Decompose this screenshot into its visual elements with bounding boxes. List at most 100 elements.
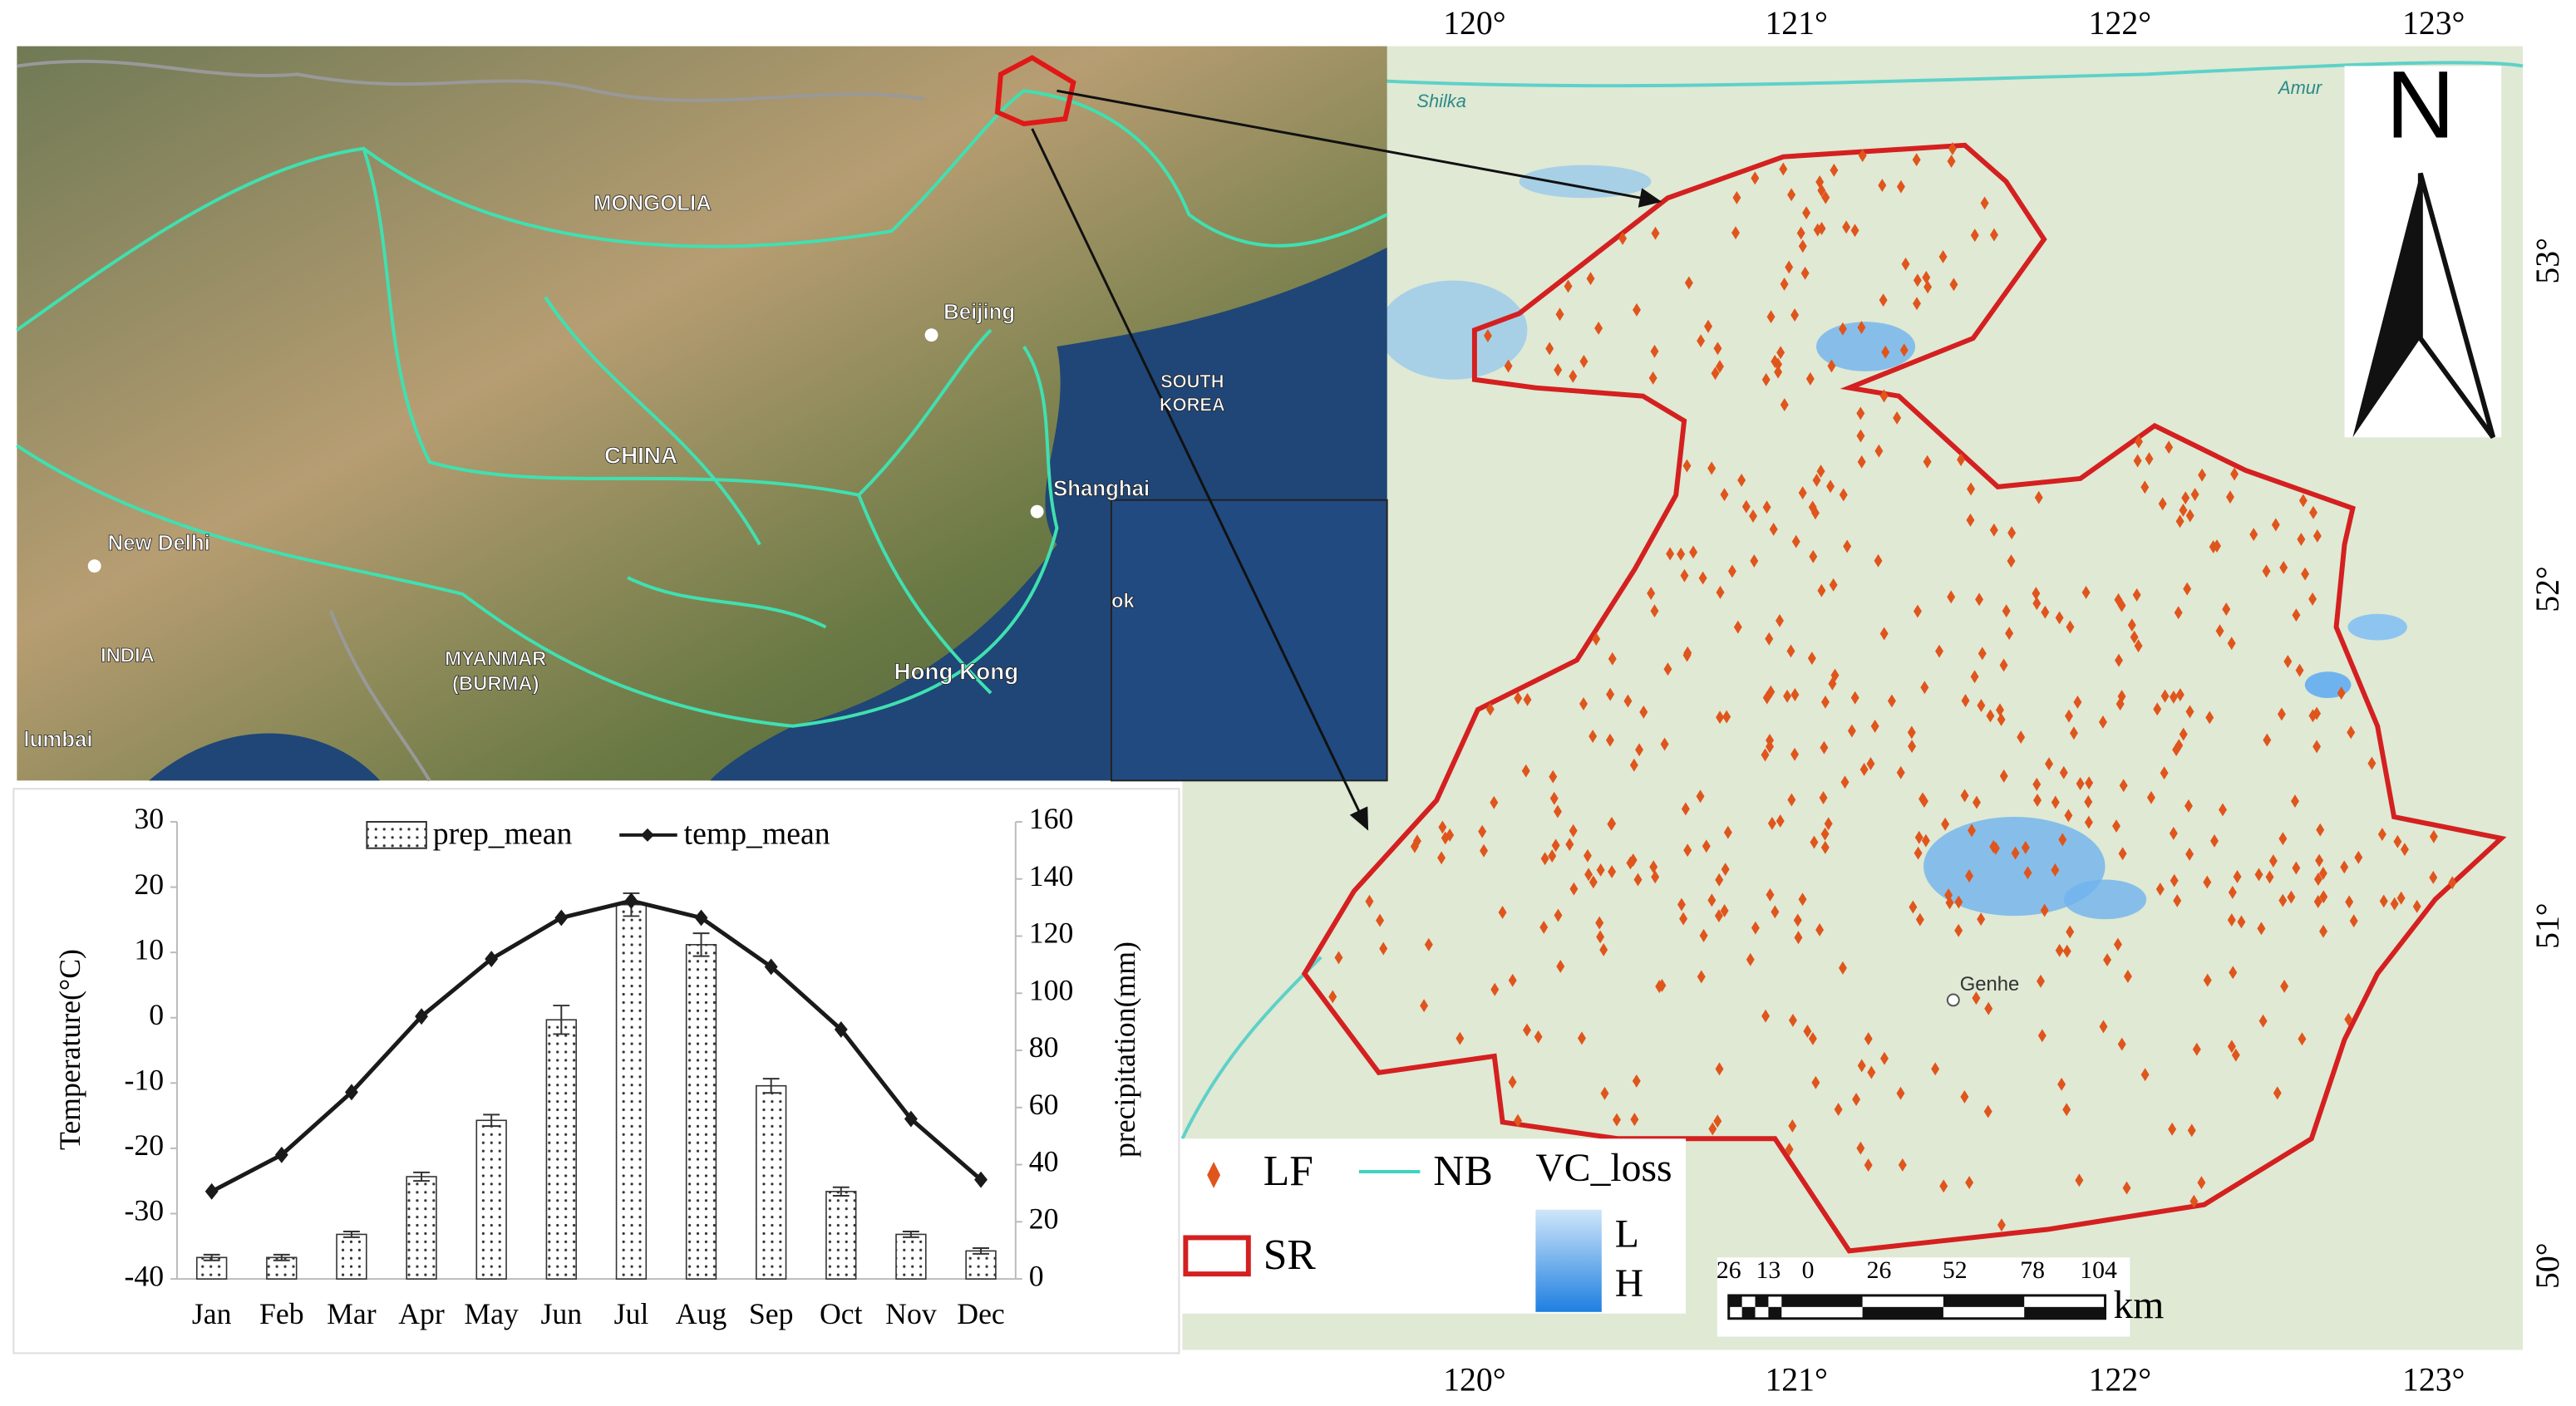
lf-point <box>1498 905 1507 919</box>
lf-point <box>1798 239 1807 253</box>
lf-point <box>1618 232 1628 245</box>
lf-point <box>2316 823 2325 837</box>
y-tick-label: -10 <box>124 1064 164 1097</box>
lf-point <box>1682 459 1692 473</box>
y-tick-label: -30 <box>124 1194 164 1227</box>
lon-label: 122° <box>2089 1361 2151 1398</box>
lf-point <box>1838 322 1847 336</box>
lf-point <box>1972 991 1981 1005</box>
lf-point <box>1780 277 1789 291</box>
lf-point <box>2085 776 2094 790</box>
error-bar <box>762 1078 780 1094</box>
lf-point <box>2158 497 2167 511</box>
lf-point <box>1732 190 1741 204</box>
lf-point <box>1901 257 1910 271</box>
lon-label: 121° <box>1765 5 1827 42</box>
lf-point <box>2400 843 2409 857</box>
lf-point <box>1608 865 1617 878</box>
y2-tick-label: 100 <box>1029 973 1074 1006</box>
lf-point <box>1583 848 1592 863</box>
lf-point <box>1766 310 1776 324</box>
x-tick-label: Jun <box>540 1297 582 1330</box>
bar <box>336 1233 367 1280</box>
lf-point <box>1970 229 1979 243</box>
lf-point <box>1785 260 1794 274</box>
lf-point <box>1713 1114 1722 1128</box>
lf-point <box>2262 564 2271 578</box>
lf-point <box>1438 820 1447 834</box>
lf-point <box>1379 941 1388 956</box>
lf-point <box>1938 250 1948 263</box>
lf-point <box>1896 1086 1905 1100</box>
lf-point <box>2032 587 2041 601</box>
place-label: New Delhi <box>107 532 209 555</box>
lf-point <box>1856 406 1865 420</box>
lf-point <box>1838 961 1847 975</box>
lf-point <box>1483 329 1492 342</box>
lf-point <box>2153 702 2162 716</box>
bar <box>475 1119 507 1280</box>
point <box>624 892 638 910</box>
lf-point <box>2140 1068 2150 1082</box>
lf-point <box>2308 592 2317 606</box>
lf-point <box>2032 597 2042 611</box>
lf-point <box>1632 1074 1641 1088</box>
lf-point <box>1555 307 1564 322</box>
ocean <box>149 733 381 781</box>
point <box>204 1182 219 1200</box>
town-label: Genhe <box>1960 973 2020 996</box>
lf-point <box>1490 795 1499 809</box>
place-label: CHINA <box>604 442 677 468</box>
place-label: SOUTH <box>1160 371 1224 391</box>
lf-point <box>2347 725 2356 740</box>
lf-point <box>1697 334 1706 348</box>
lf-point <box>1731 226 1740 240</box>
lf-point <box>1715 1062 1724 1076</box>
lf-point <box>2292 608 2301 622</box>
lf-point <box>1887 694 1896 708</box>
lf-point <box>2318 867 2327 880</box>
lf-point <box>2064 809 2073 823</box>
place-label: MYANMAR <box>445 648 546 671</box>
lf-point <box>1913 273 1922 288</box>
lf-point <box>2257 922 2266 936</box>
scale-label: 26 <box>1867 1256 1892 1284</box>
lf-point <box>1596 930 1605 944</box>
lf-point <box>2187 1123 2196 1138</box>
legend-label: NB <box>1433 1148 1493 1195</box>
x-tick-label: Dec <box>957 1297 1005 1330</box>
lf-point <box>1874 553 1883 568</box>
bar <box>615 903 648 1280</box>
lf-point <box>1666 547 1675 561</box>
lf-point <box>1989 839 1998 853</box>
lf-point <box>2169 690 2178 704</box>
arrow <box>1057 89 1662 208</box>
lf-point <box>1805 371 1815 386</box>
lf-point <box>2225 490 2234 504</box>
y2-tick-label: 120 <box>1029 917 1074 950</box>
lf-point <box>1549 791 1559 805</box>
lon-label: 123° <box>2402 1361 2465 1398</box>
lf-point <box>1683 843 1692 858</box>
place-label: Shanghai <box>1053 478 1150 501</box>
lf-point <box>2190 488 2199 501</box>
lat-label: 51° <box>2529 902 2566 949</box>
lf-point <box>1856 429 1865 443</box>
lf-point <box>1947 155 1956 168</box>
x-tick-label: Apr <box>398 1297 445 1330</box>
lf-point <box>1880 1051 1889 1065</box>
lf-point <box>1648 371 1657 385</box>
lf-point <box>1935 644 1943 658</box>
lf-point <box>1807 651 1816 666</box>
lf-point <box>2037 1029 2047 1043</box>
lf-point <box>1820 840 1830 854</box>
lf-point <box>2099 1020 2108 1034</box>
city <box>924 328 938 342</box>
north-arrow <box>2352 173 2421 438</box>
lf-point <box>2058 833 2067 847</box>
lf-point <box>2021 841 2030 854</box>
lf-point <box>1586 272 1595 286</box>
y2-tick-label: 0 <box>1029 1259 1044 1292</box>
legend-label: SR <box>1263 1231 1317 1279</box>
lf-point <box>1810 835 1819 849</box>
